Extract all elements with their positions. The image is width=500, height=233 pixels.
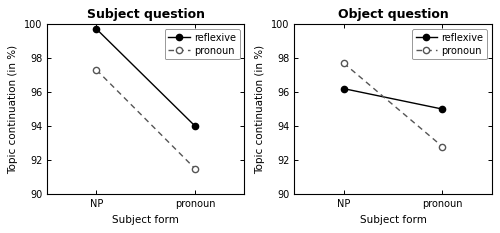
pronoun bbox=[440, 145, 446, 148]
Legend: reflexive, pronoun: reflexive, pronoun bbox=[164, 29, 240, 59]
Legend: reflexive, pronoun: reflexive, pronoun bbox=[412, 29, 487, 59]
pronoun bbox=[192, 167, 198, 170]
Y-axis label: Topic continuation (in %): Topic continuation (in %) bbox=[8, 45, 18, 174]
reflexive bbox=[192, 125, 198, 127]
pronoun bbox=[340, 62, 346, 65]
Line: reflexive: reflexive bbox=[340, 86, 446, 112]
Title: Subject question: Subject question bbox=[87, 8, 205, 21]
Line: pronoun: pronoun bbox=[94, 67, 198, 172]
Title: Object question: Object question bbox=[338, 8, 448, 21]
reflexive bbox=[94, 27, 100, 30]
reflexive bbox=[340, 87, 346, 90]
pronoun bbox=[94, 69, 100, 71]
Y-axis label: Topic continuation (in %): Topic continuation (in %) bbox=[256, 45, 266, 174]
Line: pronoun: pronoun bbox=[340, 60, 446, 150]
X-axis label: Subject form: Subject form bbox=[112, 215, 179, 225]
X-axis label: Subject form: Subject form bbox=[360, 215, 426, 225]
reflexive bbox=[440, 108, 446, 110]
Line: reflexive: reflexive bbox=[94, 26, 198, 129]
